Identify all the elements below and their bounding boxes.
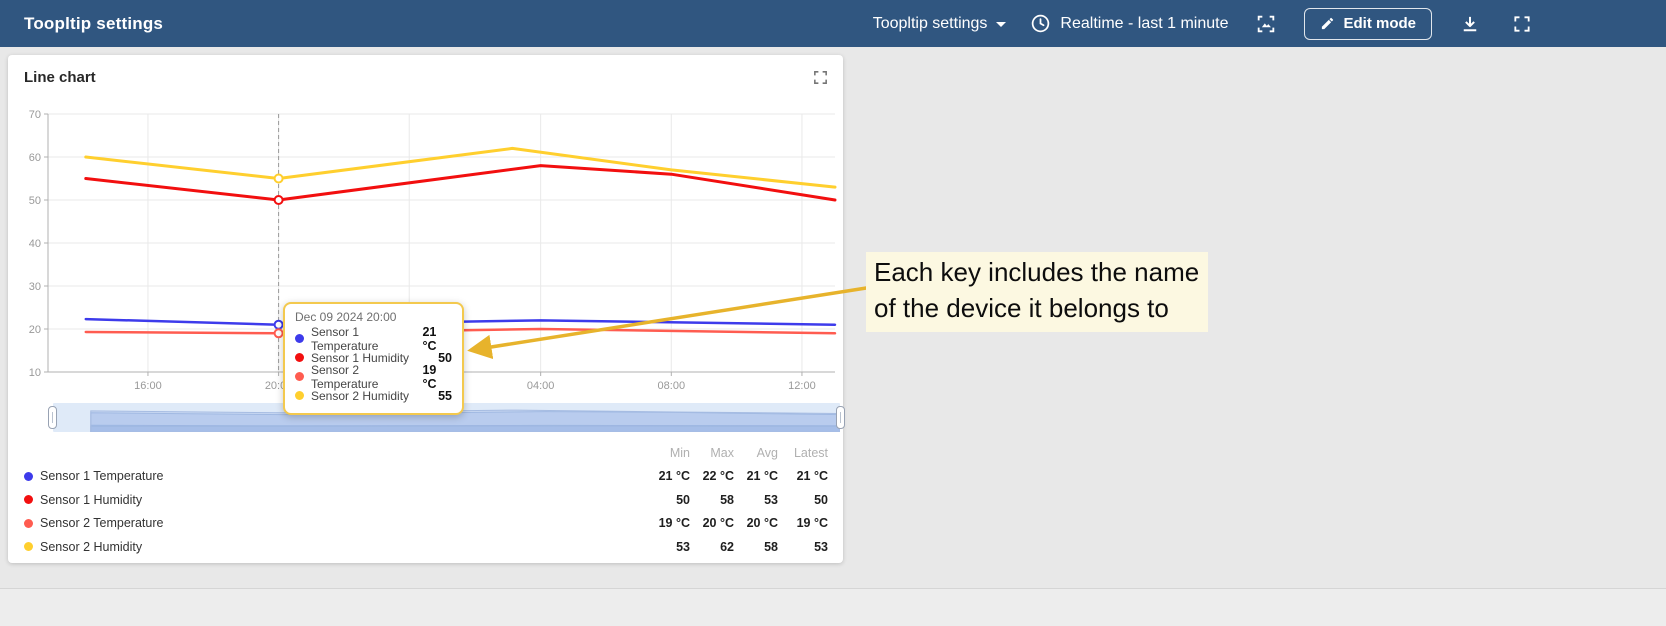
navigator-right-handle[interactable] <box>836 406 845 429</box>
legend-item-sensor1-humidity[interactable]: Sensor 1 Humidity <box>24 493 640 507</box>
clock-icon <box>1030 13 1051 34</box>
legend-min: 21 °C <box>658 469 690 484</box>
series-color-dot <box>295 372 304 381</box>
svg-text:70: 70 <box>29 109 41 121</box>
legend-label: Sensor 2 Humidity <box>40 539 143 554</box>
series-color-dot <box>295 334 304 343</box>
legend-header-min: Min <box>669 445 690 460</box>
legend-label: Sensor 1 Temperature <box>40 469 164 484</box>
annotation-note: Each key includes the name of the device… <box>866 252 1208 332</box>
legend-item-sensor2-temperature[interactable]: Sensor 2 Temperature <box>24 516 640 530</box>
svg-text:20: 20 <box>29 324 41 336</box>
series-color-dot <box>24 471 33 481</box>
svg-text:08:00: 08:00 <box>658 380 686 392</box>
tooltip-series-value: 19 °C <box>422 362 437 391</box>
fullscreen-icon[interactable] <box>1508 10 1536 38</box>
tooltip-timestamp: Dec 09 2024 20:00 <box>295 310 397 324</box>
legend-min: 19 °C <box>658 516 690 531</box>
legend-avg: 58 <box>764 539 778 554</box>
legend-avg: 53 <box>764 492 778 507</box>
legend-avg: 20 °C <box>746 516 778 531</box>
legend-min: 53 <box>676 539 690 554</box>
legend-item-sensor1-temperature[interactable]: Sensor 1 Temperature <box>24 469 640 483</box>
svg-text:10: 10 <box>29 367 41 379</box>
legend-max: 62 <box>720 539 734 554</box>
tooltip-row: Sensor 1 Temperature 21 °C <box>295 325 452 353</box>
svg-text:50: 50 <box>29 195 41 207</box>
svg-text:16:00: 16:00 <box>134 380 162 392</box>
timewindow-label: Realtime - last 1 minute <box>1060 14 1229 32</box>
legend-max: 20 °C <box>702 516 734 531</box>
series-color-dot <box>24 518 33 528</box>
edit-mode-label: Edit mode <box>1343 15 1416 32</box>
series-color-dot <box>24 495 33 505</box>
legend-min: 50 <box>676 492 690 507</box>
tooltip-series-label: Sensor 1 Humidity <box>311 350 410 365</box>
navigator-left-handle[interactable] <box>48 406 57 429</box>
legend-max: 58 <box>720 492 734 507</box>
widget-title: Line chart <box>24 69 96 86</box>
svg-text:40: 40 <box>29 238 41 250</box>
series-color-dot <box>295 353 304 362</box>
legend-latest: 19 °C <box>796 516 828 531</box>
tooltip-series-label: Sensor 2 Humidity <box>311 388 410 403</box>
svg-text:30: 30 <box>29 281 41 293</box>
tooltip-series-value: 21 °C <box>422 324 437 353</box>
legend-latest: 53 <box>814 539 828 554</box>
edit-mode-button[interactable]: Edit mode <box>1304 7 1432 40</box>
tooltip-row: Sensor 1 Humidity 50 <box>295 348 452 367</box>
download-icon[interactable] <box>1456 10 1484 38</box>
legend-label: Sensor 1 Humidity <box>40 492 143 507</box>
series-color-dot <box>295 391 304 400</box>
chevron-down-icon <box>996 22 1007 27</box>
tooltip-series-value: 55 <box>438 388 452 403</box>
legend-header-max: Max <box>710 445 734 460</box>
svg-text:12:00: 12:00 <box>788 380 816 392</box>
screenshot-icon[interactable] <box>1252 10 1280 38</box>
series-color-dot <box>24 542 33 552</box>
legend-avg: 21 °C <box>746 469 778 484</box>
legend-latest: 21 °C <box>796 469 828 484</box>
tooltip-series-label: Sensor 2 Temperature <box>311 362 379 391</box>
dashboard-select[interactable]: Toopltip settings <box>873 15 1007 33</box>
tooltip-row: Sensor 2 Temperature 19 °C <box>295 363 452 391</box>
pencil-icon <box>1320 16 1335 31</box>
legend-label: Sensor 2 Temperature <box>40 516 164 531</box>
tooltip-series-label: Sensor 1 Temperature <box>311 324 379 353</box>
svg-text:60: 60 <box>29 152 41 164</box>
timewindow-button[interactable]: Realtime - last 1 minute <box>1030 13 1228 34</box>
svg-text:04:00: 04:00 <box>527 380 555 392</box>
legend-header-avg: Avg <box>756 445 778 460</box>
legend-header-latest: Latest <box>793 445 828 460</box>
chart-tooltip: Dec 09 2024 20:00 Sensor 1 Temperature 2… <box>283 302 464 415</box>
expand-widget-icon[interactable] <box>812 69 829 86</box>
legend-max: 22 °C <box>702 469 734 484</box>
tooltip-series-value: 50 <box>438 350 452 365</box>
tooltip-row: Sensor 2 Humidity 55 <box>295 386 452 405</box>
dashboard-select-label: Toopltip settings <box>872 14 988 32</box>
page-title: Toopltip settings <box>24 13 164 33</box>
legend-latest: 50 <box>814 492 828 507</box>
topbar: Toopltip settings Toopltip settings Real… <box>0 0 1666 47</box>
legend-item-sensor2-humidity[interactable]: Sensor 2 Humidity <box>24 540 640 554</box>
legend-table: Min Max Avg Latest Sensor 1 Temperature … <box>24 441 828 559</box>
